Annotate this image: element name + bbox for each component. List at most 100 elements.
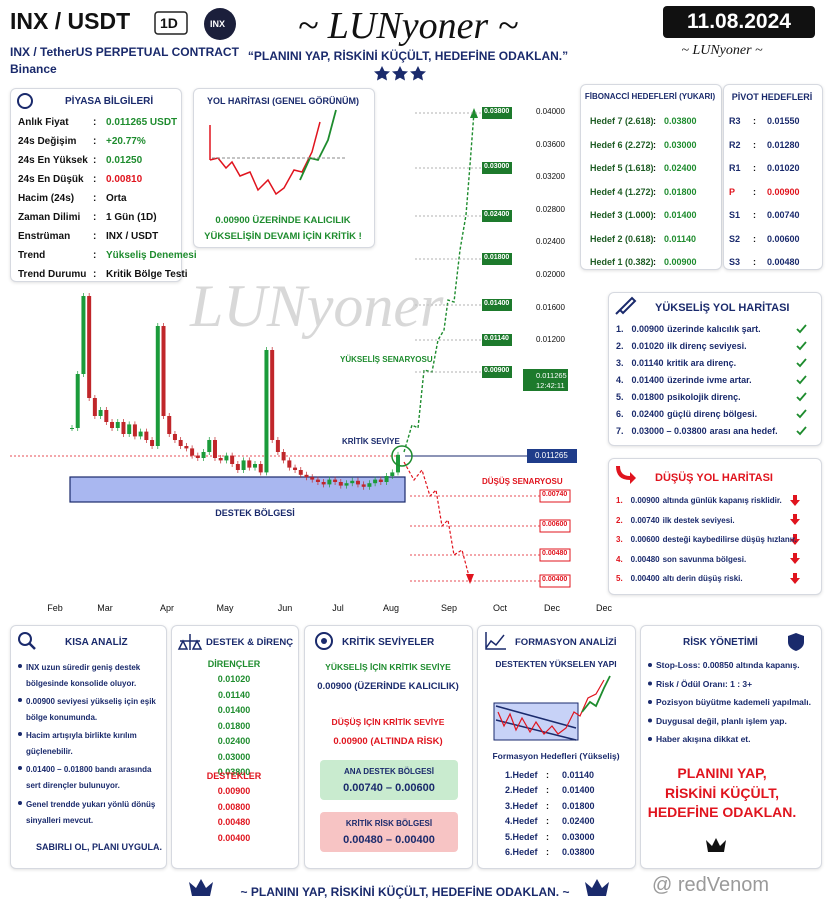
contract: INX / TetherUS PERPETUAL CONTRACT [10, 45, 239, 59]
candle [264, 350, 269, 473]
bullet-text: Stop-Loss: 0.00850 altında kapanış. [656, 660, 800, 670]
up-level-label: 0.00900 [484, 367, 510, 374]
separator: : [653, 139, 656, 150]
list-text: desteği kaybedilirse düşüş hızlanır. [662, 535, 797, 544]
list-value: 0.03000 – 0.03800 [631, 426, 707, 436]
candle [293, 467, 298, 470]
row-label: Trend Durumu [18, 269, 87, 280]
panel-title: KISA ANALİZ [65, 637, 128, 648]
separator: : [753, 210, 756, 220]
candle [258, 464, 263, 473]
watermark: LUNyoner [190, 273, 444, 339]
support-value: 0.00800 [217, 801, 251, 812]
pivot-value: 0.01550 [767, 116, 800, 126]
candle [172, 434, 177, 440]
candle [253, 464, 258, 468]
level-value: 0.00900 (ALTINDA RİSK) [333, 736, 443, 747]
candle [81, 296, 86, 374]
pivot-label: S1 [729, 210, 741, 220]
pivot-value: 0.01280 [767, 139, 800, 150]
candle [361, 484, 366, 487]
separator: : [546, 831, 549, 842]
row-value: INX / USDT [106, 231, 159, 242]
list-value: 0.00900 [631, 324, 665, 334]
candle [287, 460, 292, 468]
candle [247, 460, 252, 468]
pivot-value: 0.01020 [767, 163, 800, 173]
candle [281, 452, 286, 461]
pivot-value: 0.00480 [767, 257, 800, 267]
bullet-text: INX uzun süredir geniş destek bölgesinde… [26, 663, 141, 688]
roadmap-text: 0.00900 ÜZERİNDE KALICILIK [215, 215, 351, 226]
list-row: 3. 0.01140 kritik ara direnç. [616, 358, 739, 368]
candle [104, 410, 109, 422]
separator: : [753, 139, 756, 150]
price-tag-box [523, 369, 568, 391]
pivot-label: R2 [729, 139, 741, 150]
pivot-label: S2 [729, 233, 741, 244]
exchange: Binance [10, 62, 57, 76]
up-scenario [403, 111, 475, 453]
row-label: Anlık Fiyat [18, 117, 69, 128]
slogan: “PLANINI YAP, RİSKİNİ KÜÇÜLT, HEDEFİNE O… [247, 49, 569, 63]
separator: : [753, 163, 756, 173]
fib-panel [580, 84, 722, 270]
candle [150, 440, 155, 446]
scenario-label: YÜKSELİŞ SENARYOSU [340, 355, 433, 364]
list-value: 0.00900 [630, 496, 660, 505]
fib-value: 0.01400 [664, 210, 697, 220]
short-analysis-panel [10, 625, 167, 869]
target-label: 2.Hedef [505, 785, 538, 796]
resistance-value: 0.01400 [217, 705, 251, 715]
list-row: 1. 0.00900 altında günlük kapanış risklidi… [616, 496, 785, 505]
target-value: 0.03800 [562, 847, 595, 857]
up-roadmap-panel [608, 292, 822, 446]
list-number: 3. [616, 535, 623, 544]
target-value: 0.02400 [562, 816, 595, 827]
list-text: arası ana hedef. [709, 426, 778, 436]
candle [327, 479, 332, 485]
month-label: Dec [543, 603, 561, 613]
candle [344, 483, 349, 486]
sub-brand: ~ LUNyoner ~ [681, 43, 763, 58]
panel-title: DESTEK & DİRENÇ [206, 637, 294, 648]
month-label: May [216, 603, 234, 613]
up-level-label: 0.01140 [484, 335, 509, 342]
list-number: 1. [616, 496, 623, 505]
up-level-box [482, 334, 512, 346]
fib-value: 0.01800 [664, 186, 697, 197]
month-label: Feb [47, 603, 63, 613]
motto: RİSKİNİ KÜÇÜLT, [664, 784, 780, 801]
candle [70, 428, 74, 429]
candle [396, 454, 400, 473]
separator: : [93, 117, 97, 128]
support-value: 0.00400 [217, 832, 251, 843]
candle [184, 446, 189, 449]
row-value: Orta [106, 193, 127, 204]
pivot-label: S3 [729, 257, 741, 267]
support-zone [69, 476, 406, 503]
up-level-label: 0.01400 [484, 300, 510, 307]
month-label: Jun [277, 603, 293, 613]
down-level-box [539, 489, 571, 503]
candle [92, 398, 97, 416]
list-value: 0.02400 [631, 409, 665, 419]
bullet-text: Genel trendde yukarı yönlü dönüş sinyall… [26, 800, 156, 825]
list-value: 0.01400 [631, 375, 665, 385]
candle [333, 479, 338, 482]
critical-tag: 0.011265 [535, 451, 568, 460]
separator: : [753, 257, 756, 267]
row-label: Enstrüman [18, 231, 71, 242]
fib-value: 0.00900 [664, 257, 697, 267]
candle [321, 482, 326, 485]
separator: : [93, 269, 97, 280]
candle [367, 483, 372, 487]
bullet-text: Hacim artışıyla birlikte kırılım güçlene… [26, 731, 137, 756]
panel-title: YOL HARİTASI (GENEL GÖRÜNÜM) [206, 96, 360, 106]
separator: : [753, 186, 756, 197]
zone-title: KRİTİK RİSK BÖLGESİ [345, 819, 433, 828]
row-value: Yükseliş Denemesi [106, 250, 197, 261]
candle [98, 410, 103, 416]
row-label: 24s Değişim [18, 136, 77, 147]
resistance-value: 0.01140 [217, 689, 251, 700]
